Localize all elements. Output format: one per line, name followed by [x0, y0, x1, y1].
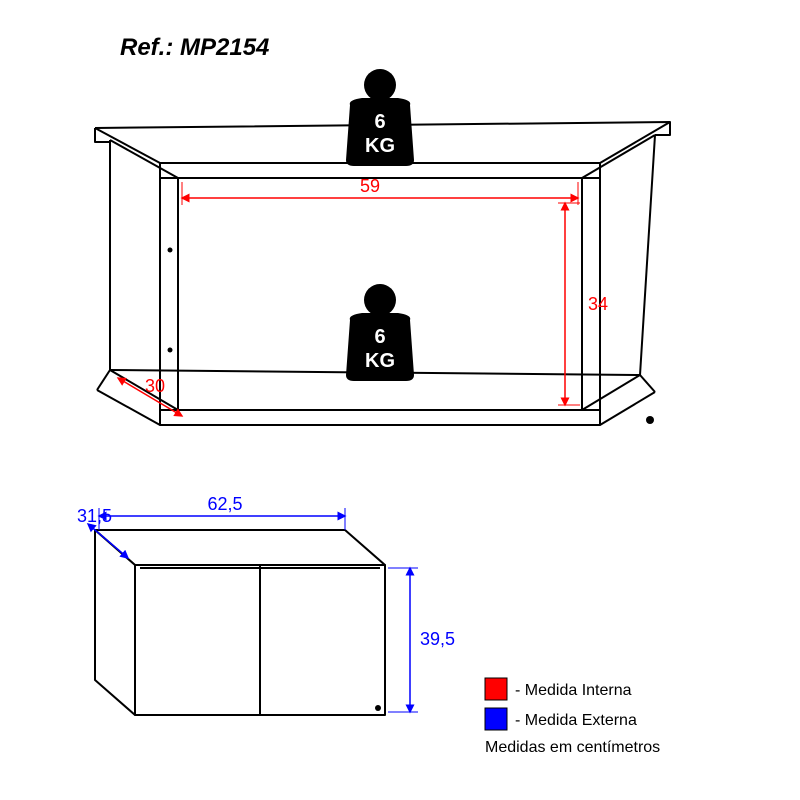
- dim-external-width: 62,5: [99, 494, 345, 530]
- dim-internal-width-value: 59: [360, 176, 380, 196]
- dim-internal-height-value: 34: [588, 294, 608, 314]
- reference-label: Ref.: MP2154: [120, 34, 269, 61]
- legend-units-note: Medidas em centímetros: [485, 739, 660, 756]
- legend-external-label: - Medida Externa: [515, 712, 637, 729]
- dim-external-width-value: 62,5: [207, 494, 242, 514]
- legend-internal-label: - Medida Interna: [515, 682, 632, 699]
- weight-top-unit: KG: [365, 135, 395, 157]
- dim-external-height: 39,5: [388, 568, 455, 712]
- dim-external-depth-value: 31,5: [77, 506, 112, 526]
- dim-external-height-value: 39,5: [420, 629, 455, 649]
- weight-bottom-value: 6: [374, 326, 385, 348]
- legend-swatch-internal: [485, 678, 507, 700]
- legend: - Medida Interna - Medida Externa Medida…: [485, 678, 660, 756]
- cabinet-closed-diagram: [95, 530, 385, 715]
- weight-bottom-unit: KG: [365, 350, 395, 372]
- dim-internal-depth-value: 30: [145, 376, 165, 396]
- weight-icon-top: 6 KG: [346, 69, 414, 166]
- weight-top-value: 6: [374, 111, 385, 133]
- legend-swatch-external: [485, 708, 507, 730]
